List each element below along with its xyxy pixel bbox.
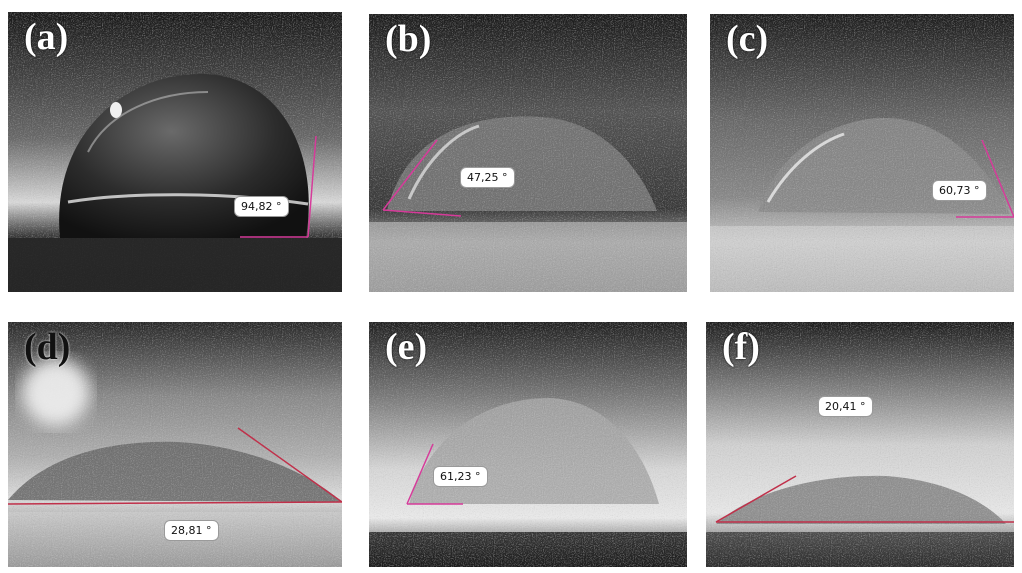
panel-f: (f) 20,41 ° [706,322,1014,567]
panel-label-c: (c) [726,20,768,58]
panel-label-f: (f) [722,328,760,366]
panel-b: (b) 47,25 ° [369,14,687,292]
panel-label-a: (a) [24,18,68,56]
angle-badge-d: 28,81 ° [164,520,219,541]
panel-label-d: (d) [24,328,70,366]
angle-badge-f: 20,41 ° [818,396,873,417]
angle-badge-a: 94,82 ° [234,196,289,217]
panel-label-e: (e) [385,328,427,366]
panel-a: (a) 94,82 ° [8,12,342,292]
panel-label-b: (b) [385,20,431,58]
angle-badge-b: 47,25 ° [460,167,515,188]
angle-badge-e: 61,23 ° [433,466,488,487]
panel-c: (c) 60,73 ° [710,14,1014,292]
panel-e: (e) 61,23 ° [369,322,687,567]
panel-d: (d) 28,81 ° [8,322,342,567]
angle-badge-c: 60,73 ° [932,180,987,201]
